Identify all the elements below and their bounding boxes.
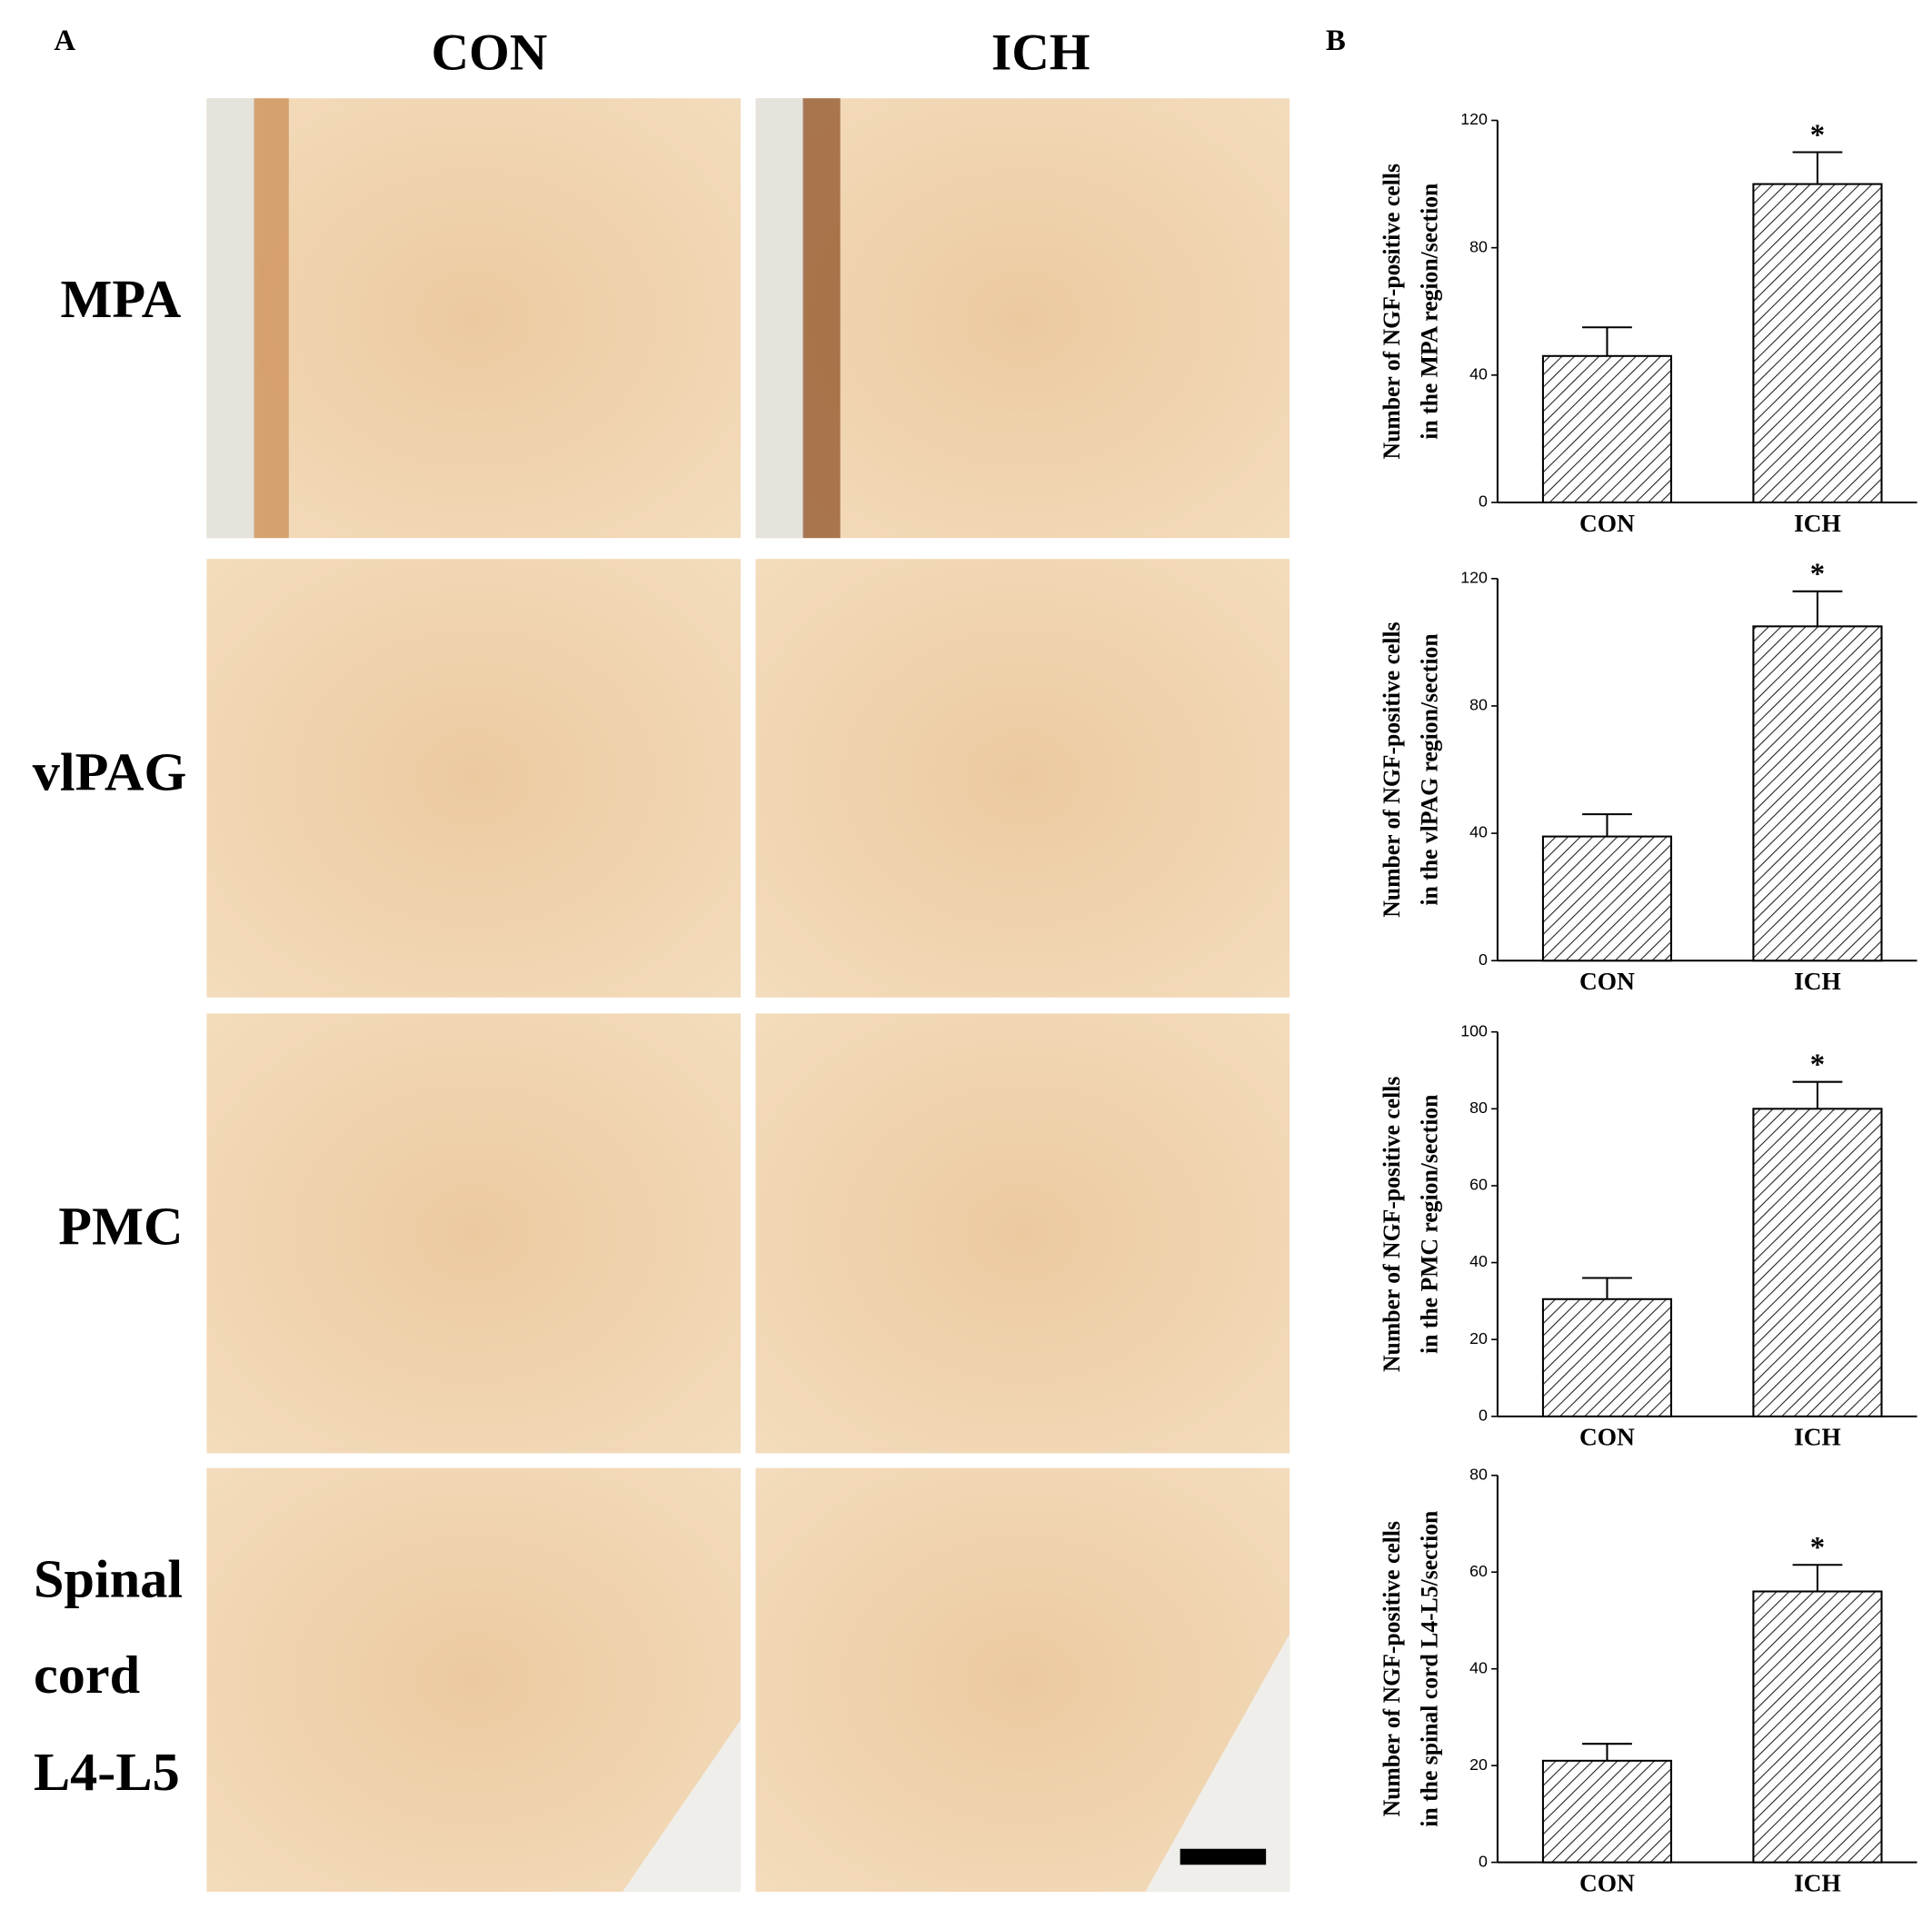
column-title: CON	[431, 25, 547, 82]
y-axis-label: Number of NGF-positive cells	[1379, 621, 1405, 917]
y-tick-label: 60	[1469, 1176, 1488, 1194]
x-tick-label: ICH	[1794, 510, 1841, 537]
y-tick-label: 0	[1479, 1852, 1488, 1870]
column-title: ICH	[991, 25, 1090, 82]
bar	[1541, 1298, 1673, 1417]
micrographs	[206, 98, 1290, 1893]
y-tick-label: 20	[1469, 1755, 1488, 1774]
x-tick-label: ICH	[1794, 1870, 1841, 1897]
micrograph	[755, 98, 1290, 539]
y-axis-label: in the vlPAG region/section	[1416, 633, 1442, 905]
micrograph	[206, 98, 742, 539]
y-axis-label: Number of NGF-positive cells	[1379, 164, 1405, 459]
row-label: Spinal	[34, 1549, 183, 1609]
bar	[1752, 183, 1883, 503]
bar	[1541, 354, 1673, 503]
row-label: MPA	[60, 269, 181, 329]
y-axis-label: in the MPA region/section	[1416, 184, 1442, 440]
significance-marker: *	[1810, 1049, 1825, 1081]
row-label: vlPAG	[33, 742, 187, 802]
y-tick-label: 0	[1479, 950, 1488, 969]
bar	[1752, 1108, 1883, 1417]
y-tick-label: 40	[1469, 1252, 1488, 1270]
micrograph	[206, 1467, 742, 1893]
y-tick-label: 120	[1460, 110, 1488, 128]
y-axis-label: Number of NGF-positive cells	[1379, 1521, 1405, 1816]
micrograph-background	[622, 1719, 742, 1893]
row-label: L4-L5	[34, 1742, 180, 1802]
panel-label: B	[1326, 25, 1346, 57]
panel-label: A	[54, 25, 75, 57]
bar	[1752, 625, 1883, 962]
micrograph	[755, 559, 1290, 998]
micrograph	[206, 559, 742, 998]
x-tick-label: ICH	[1794, 968, 1841, 995]
scale-bar	[1180, 1848, 1267, 1865]
y-tick-label: 80	[1469, 1099, 1488, 1117]
y-tick-label: 40	[1469, 365, 1488, 383]
bar	[1541, 835, 1673, 962]
y-tick-label: 0	[1479, 1407, 1488, 1425]
x-tick-label: ICH	[1794, 1424, 1841, 1451]
y-tick-label: 80	[1469, 696, 1488, 714]
micrograph-edge	[802, 98, 841, 539]
y-tick-label: 120	[1460, 569, 1488, 587]
x-tick-label: CON	[1579, 968, 1635, 995]
row-label: PMC	[58, 1197, 183, 1257]
y-axis-label: in the PMC region/section	[1416, 1095, 1442, 1354]
y-tick-label: 80	[1469, 1465, 1488, 1483]
y-tick-label: 20	[1469, 1329, 1488, 1347]
x-tick-label: CON	[1579, 1870, 1635, 1897]
x-tick-label: CON	[1579, 1424, 1635, 1451]
y-tick-label: 40	[1469, 823, 1488, 841]
micrograph	[206, 1013, 742, 1454]
y-tick-label: 80	[1469, 237, 1488, 255]
y-tick-label: 40	[1469, 1658, 1488, 1676]
micrograph-edge	[206, 98, 257, 539]
y-axis-label: in the spinal cord L4-L5/section	[1416, 1511, 1442, 1827]
y-tick-label: 0	[1479, 492, 1488, 511]
x-tick-label: CON	[1579, 510, 1635, 537]
significance-marker: *	[1810, 119, 1825, 152]
significance-marker: *	[1810, 558, 1825, 591]
bar	[1541, 1759, 1673, 1864]
y-axis-label: Number of NGF-positive cells	[1379, 1077, 1405, 1372]
micrograph-edge	[755, 98, 806, 539]
micrograph-edge	[254, 98, 289, 539]
y-tick-label: 60	[1469, 1562, 1488, 1580]
significance-marker: *	[1810, 1532, 1825, 1565]
bar	[1752, 1590, 1883, 1864]
row-label: cord	[34, 1646, 140, 1705]
micrograph	[755, 1013, 1290, 1454]
y-tick-label: 100	[1460, 1021, 1488, 1039]
